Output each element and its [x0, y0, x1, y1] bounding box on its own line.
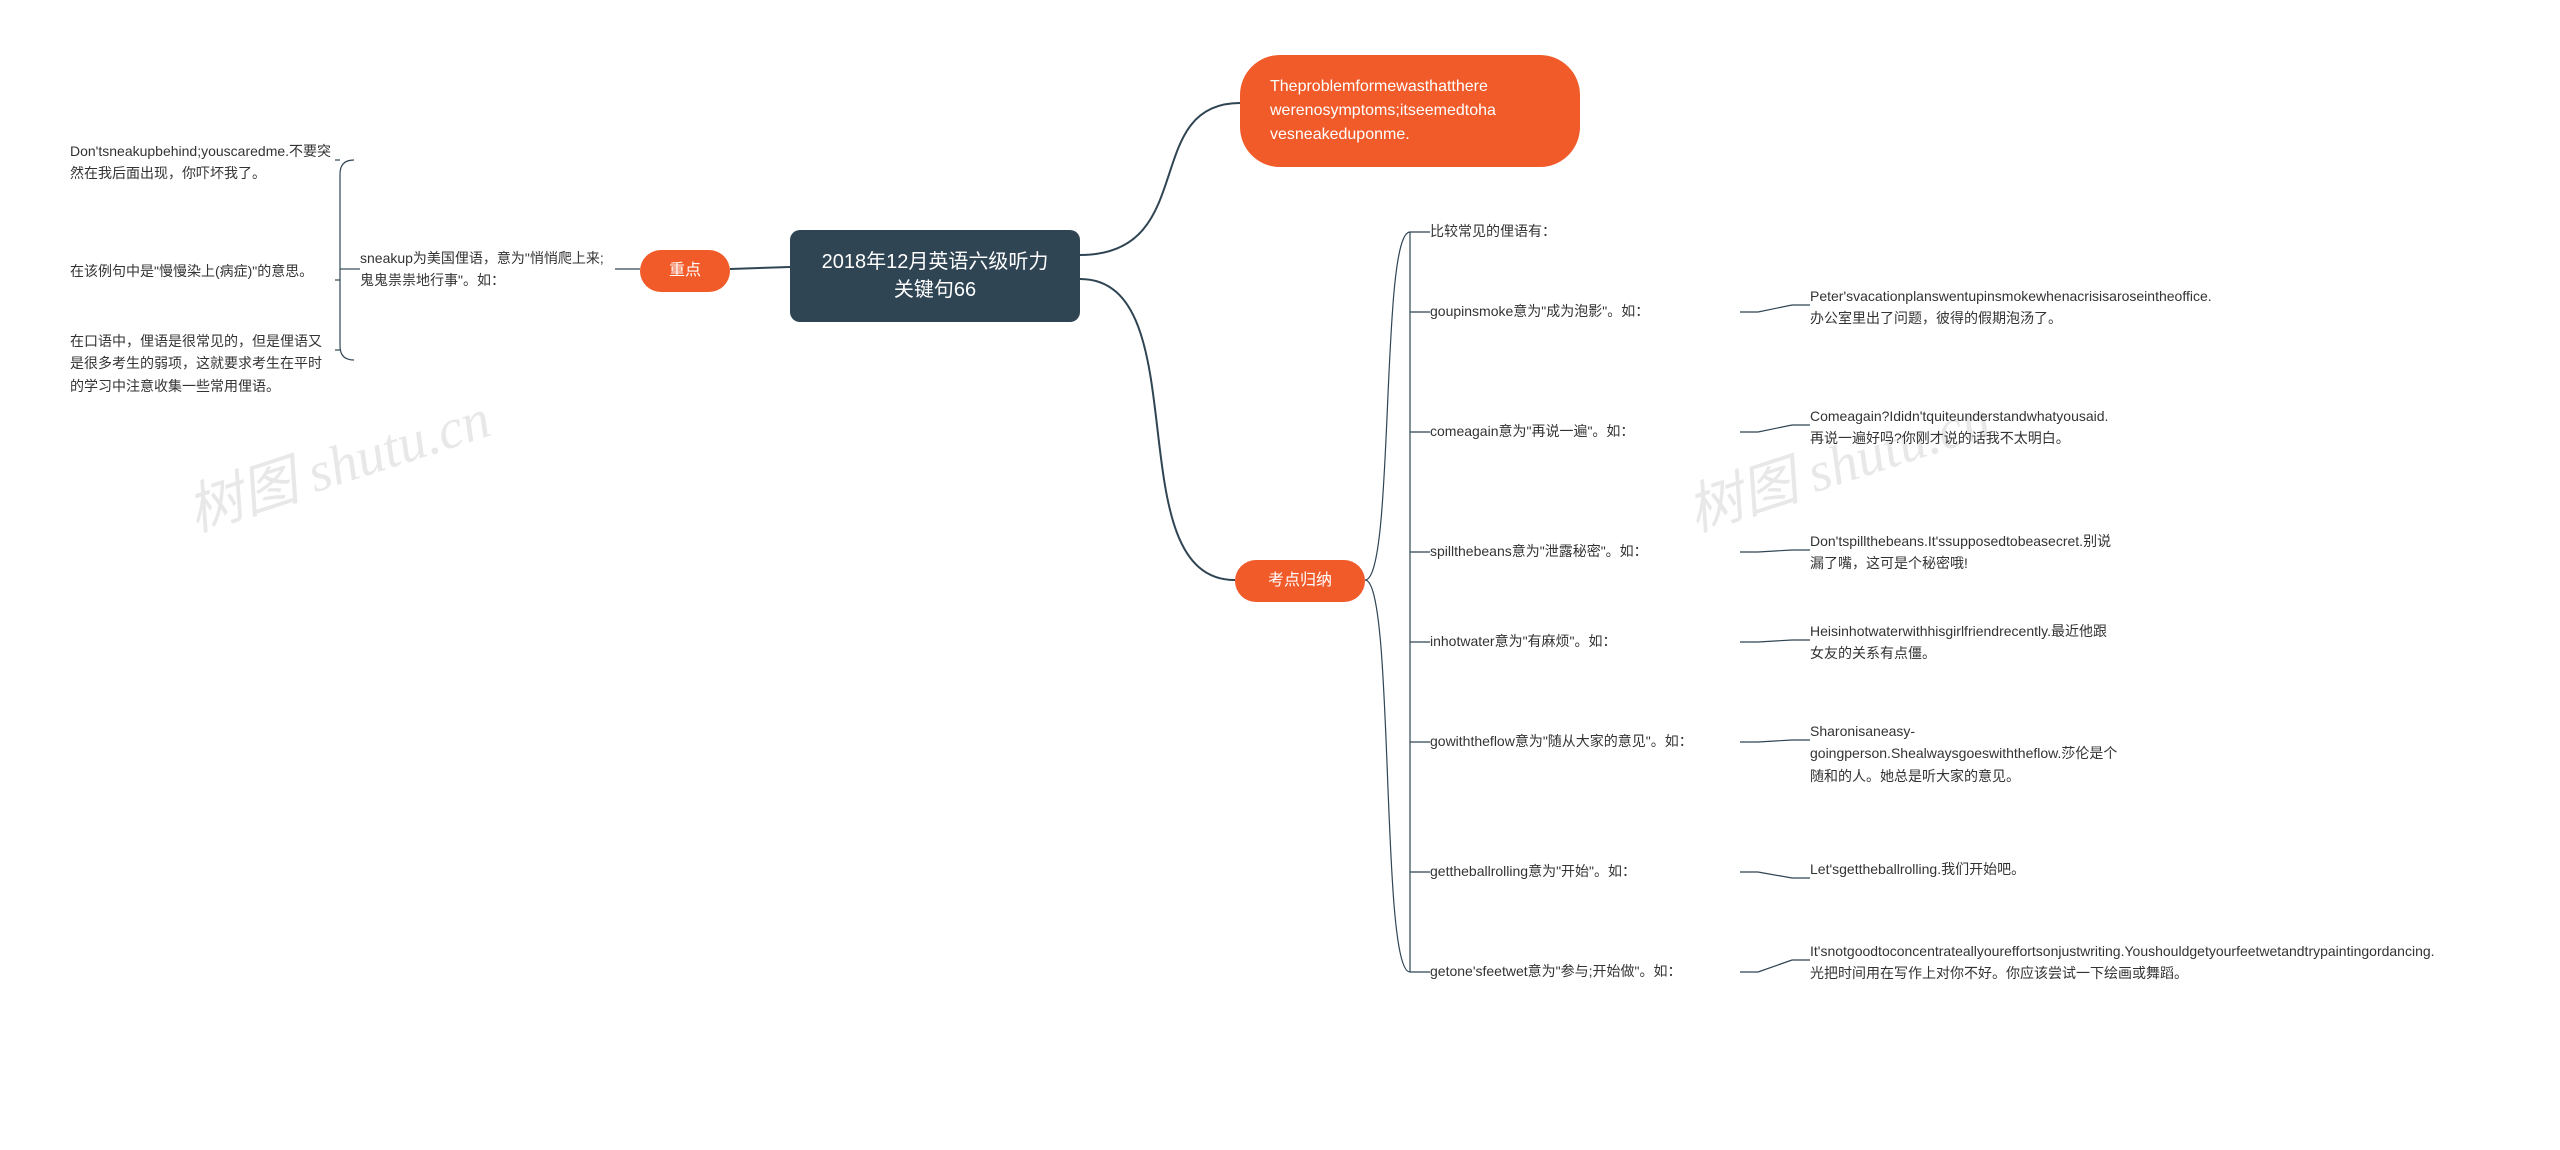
- root-line2: 关键句66: [822, 276, 1049, 304]
- left-branch-label: 重点: [669, 260, 701, 282]
- right-child-2: comeagain意为"再说一遍"。如：: [1430, 420, 1740, 442]
- right-sub-6: Let'sgettheballrolling.我们开始吧。: [1810, 858, 2120, 880]
- right-child-7: getone'sfeetwet意为"参与;开始做"。如：: [1430, 960, 1740, 982]
- right-sub-5: Sharonisaneasy-goingperson.Shealwaysgoes…: [1810, 720, 2120, 787]
- root-line1: 2018年12月英语六级听力: [822, 248, 1049, 276]
- right-top-line2: werenosymptoms;itseemedtoha: [1270, 99, 1496, 123]
- right-child-4: inhotwater意为"有麻烦"。如：: [1430, 630, 1740, 652]
- right-top-line1: Theproblemformewasthatthere: [1270, 75, 1496, 99]
- right-sub-4: Heisinhotwaterwithhisgirlfriendrecently.…: [1810, 620, 2120, 665]
- right-top-line3: vesneakeduponme.: [1270, 123, 1496, 147]
- watermark-right: 树图 shutu.cn: [1675, 373, 1999, 547]
- right-child-6: gettheballrolling意为"开始"。如：: [1430, 860, 1740, 882]
- left-sub-0: Don'tsneakupbehind;youscaredme.不要突然在我后面出…: [70, 140, 335, 185]
- right-sub-3: Don'tspillthebeans.It'ssupposedtobeasecr…: [1810, 530, 2120, 575]
- right-branch-pill: 考点归纳: [1235, 560, 1365, 602]
- right-branch-label: 考点归纳: [1268, 570, 1332, 592]
- right-sub-1: Peter'svacationplanswentupinsmokewhenacr…: [1810, 285, 2120, 330]
- watermark-left: 树图 shutu.cn: [175, 373, 499, 547]
- left-branch-pill: 重点: [640, 250, 730, 292]
- root-node: 2018年12月英语六级听力 关键句66: [790, 230, 1080, 322]
- right-top-node: Theproblemformewasthatthere werenosympto…: [1240, 55, 1580, 167]
- right-child-1: goupinsmoke意为"成为泡影"。如：: [1430, 300, 1740, 322]
- left-child-text: sneakup为美国俚语，意为"悄悄爬上来;鬼鬼祟祟地行事"。如：: [360, 247, 615, 292]
- right-sub-7: It'snotgoodtoconcentrateallyoureffortson…: [1810, 940, 2120, 985]
- left-sub-1: 在该例句中是"慢慢染上(病症)"的意思。: [70, 260, 335, 282]
- right-child-3: spillthebeans意为"泄露秘密"。如：: [1430, 540, 1740, 562]
- left-child: sneakup为美国俚语，意为"悄悄爬上来;鬼鬼祟祟地行事"。如：: [360, 247, 615, 292]
- left-sub-2: 在口语中，俚语是很常见的，但是俚语又是很多考生的弱项，这就要求考生在平时的学习中…: [70, 330, 335, 397]
- right-sub-2: Comeagain?Ididn'tquiteunderstandwhatyous…: [1810, 405, 2120, 450]
- right-child-5: gowiththeflow意为"随从大家的意见"。如：: [1430, 730, 1740, 752]
- right-child-0: 比较常见的俚语有：: [1430, 220, 1740, 242]
